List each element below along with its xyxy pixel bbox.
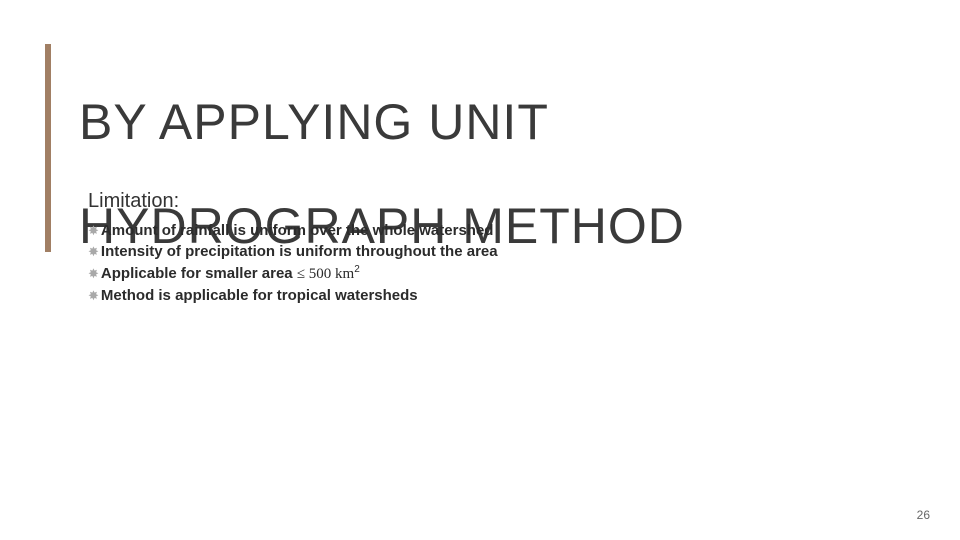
- title-line-1: BY APPLYING UNIT: [79, 94, 549, 150]
- list-item: ✸ Amount of rainfall is uniform over the…: [88, 222, 498, 239]
- bullet-list: ✸ Amount of rainfall is uniform over the…: [88, 222, 498, 308]
- starburst-icon: ✸: [88, 267, 99, 280]
- bullet-text: Amount of rainfall is uniform over the w…: [101, 222, 494, 239]
- subheading: Limitation:: [88, 190, 179, 213]
- bullet-prefix: Applicable for smaller area: [101, 265, 297, 282]
- bullet-text: Intensity of precipitation is uniform th…: [101, 243, 498, 260]
- starburst-icon: ✸: [88, 289, 99, 302]
- bullet-math: ≤ 500 km: [297, 266, 354, 282]
- list-item: ✸ Method is applicable for tropical wate…: [88, 287, 498, 304]
- title-accent-rule: [45, 44, 51, 252]
- bullet-superscript: 2: [354, 264, 360, 275]
- page-number: 26: [917, 508, 930, 522]
- list-item: ✸ Intensity of precipitation is uniform …: [88, 243, 498, 260]
- list-item: ✸ Applicable for smaller area ≤ 500 km2: [88, 264, 498, 283]
- slide-title: BY APPLYING UNIT HYDROGRAPH METHOD: [79, 44, 685, 252]
- slide-title-block: BY APPLYING UNIT HYDROGRAPH METHOD: [45, 44, 685, 252]
- bullet-text: Method is applicable for tropical waters…: [101, 287, 418, 304]
- starburst-icon: ✸: [88, 245, 99, 258]
- bullet-text: Applicable for smaller area ≤ 500 km2: [101, 264, 360, 283]
- starburst-icon: ✸: [88, 224, 99, 237]
